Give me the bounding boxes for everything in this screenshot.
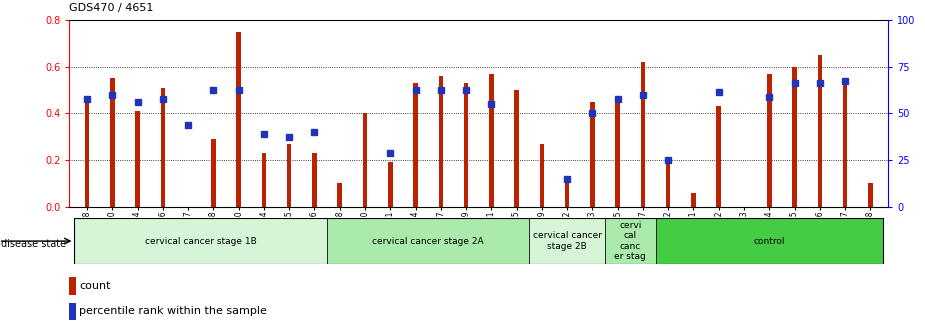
Text: disease state: disease state: [1, 239, 66, 249]
Bar: [605, 218, 656, 264]
Bar: [211, 139, 216, 207]
Bar: [413, 83, 418, 207]
Bar: [767, 74, 771, 207]
Bar: [641, 62, 646, 207]
Bar: [565, 183, 570, 207]
Bar: [514, 90, 519, 207]
Bar: [438, 76, 443, 207]
Bar: [110, 78, 115, 207]
Bar: [388, 162, 392, 207]
Bar: [161, 88, 166, 207]
Bar: [656, 218, 883, 264]
Bar: [489, 74, 494, 207]
Bar: [237, 32, 241, 207]
Bar: [792, 67, 796, 207]
Bar: [262, 153, 266, 207]
Bar: [843, 81, 847, 207]
Bar: [615, 97, 620, 207]
Text: cervical cancer stage 1B: cervical cancer stage 1B: [145, 237, 256, 246]
Text: cervical cancer stage 2A: cervical cancer stage 2A: [373, 237, 484, 246]
Bar: [590, 102, 595, 207]
Bar: [338, 183, 342, 207]
Bar: [539, 144, 544, 207]
Text: GDS470 / 4651: GDS470 / 4651: [69, 3, 154, 13]
Bar: [363, 114, 367, 207]
Bar: [529, 218, 605, 264]
Text: count: count: [80, 281, 111, 291]
Text: cervical cancer
stage 2B: cervical cancer stage 2B: [533, 232, 601, 251]
Bar: [312, 153, 316, 207]
Bar: [85, 99, 90, 207]
Bar: [135, 111, 140, 207]
Bar: [691, 193, 696, 207]
Text: cervi
cal
canc
er stag: cervi cal canc er stag: [614, 221, 647, 261]
Bar: [69, 278, 76, 295]
Bar: [287, 144, 291, 207]
Text: percentile rank within the sample: percentile rank within the sample: [80, 306, 267, 316]
Bar: [818, 55, 822, 207]
Bar: [868, 183, 872, 207]
Bar: [666, 160, 671, 207]
Bar: [717, 107, 721, 207]
Bar: [463, 83, 468, 207]
Bar: [69, 303, 76, 320]
Bar: [327, 218, 529, 264]
Text: control: control: [754, 237, 785, 246]
Bar: [74, 218, 327, 264]
